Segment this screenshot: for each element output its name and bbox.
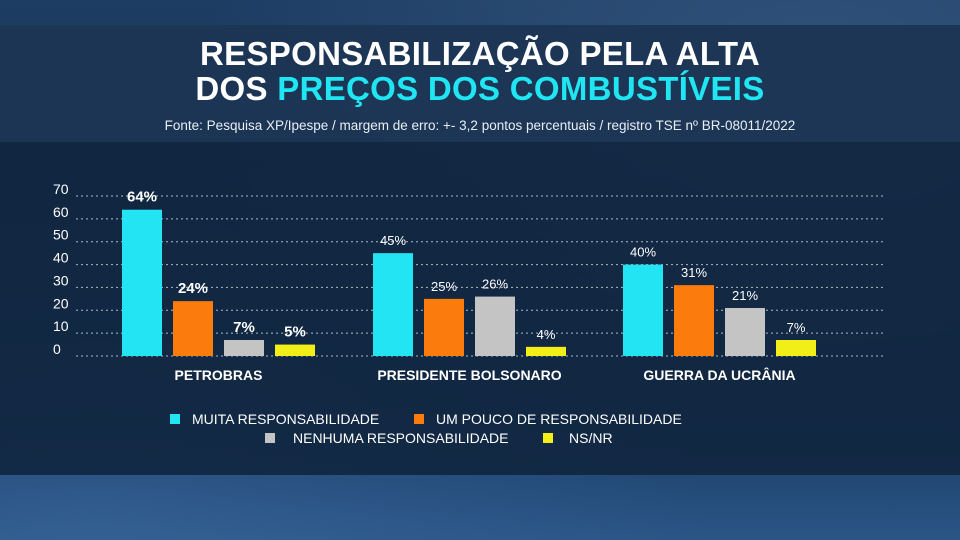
source-note: Fonte: Pesquisa XP/Ipespe / margem de er… <box>164 118 796 133</box>
bar-ucrania-pouco <box>674 285 714 356</box>
data-label-petrobras-nenhuma: 7% <box>233 319 255 336</box>
bar-ucrania-nsnr <box>776 340 816 356</box>
legend-swatch-muita <box>170 414 180 424</box>
y-axis-tick-labels: 0 10 20 30 40 50 60 70 <box>53 181 69 357</box>
data-label-bolsonaro-nsnr: 4% <box>537 327 556 342</box>
legend-label-pouco: UM POUCO DE RESPONSABILIDADE <box>436 411 682 427</box>
bar-petrobras-nenhuma <box>224 340 264 356</box>
data-label-petrobras-nsnr: 5% <box>284 324 306 341</box>
legend-item-pouco: UM POUCO DE RESPONSABILIDADE <box>414 410 682 428</box>
bar-petrobras-nsnr <box>275 344 315 356</box>
data-label-ucrania-nenhuma: 21% <box>732 288 758 303</box>
data-label-bolsonaro-nenhuma: 26% <box>482 277 508 292</box>
legend-label-nenhuma: NENHUMA RESPONSABILIDADE <box>293 430 509 446</box>
category-label-ucrania: GUERRA DA UCRÂNIA <box>643 366 795 383</box>
title-line-2-prefix: DOS <box>195 70 278 107</box>
legend-label-nsnr: NS/NR <box>569 430 613 446</box>
title-line-2: DOS PREÇOS DOS COMBUSTÍVEIS <box>0 71 960 106</box>
chart-title: RESPONSABILIZAÇÃO PELA ALTA DOS PREÇOS D… <box>0 36 960 106</box>
bar-petrobras-muita <box>122 209 162 356</box>
legend-item-nsnr: NS/NR <box>543 429 613 447</box>
y-tick-label-30: 30 <box>53 272 69 288</box>
y-tick-label-20: 20 <box>53 295 69 311</box>
category-label-petrobras: PETROBRAS <box>175 367 263 383</box>
bar-bolsonaro-muita <box>373 253 413 356</box>
data-label-ucrania-pouco: 31% <box>681 265 707 280</box>
bar-petrobras-pouco <box>173 301 213 356</box>
y-tick-label-70: 70 <box>53 181 69 197</box>
y-tick-label-10: 10 <box>53 318 69 334</box>
data-labels-layer: 64% 24% 7% 5% 45% 25% 26% 4% 40% 31% 21% 7% <box>127 189 806 342</box>
bars-layer <box>122 209 816 356</box>
legend-swatch-nsnr <box>543 433 553 443</box>
category-labels-layer: PETROBRAS PRESIDENTE BOLSONARO GUERRA DA U… <box>175 366 796 383</box>
legend-swatch-nenhuma <box>265 433 275 443</box>
bar-bolsonaro-nenhuma <box>475 296 515 356</box>
legend-item-muita: MUITA RESPONSABILIDADE <box>170 410 379 428</box>
data-label-petrobras-pouco: 24% <box>178 280 208 297</box>
data-label-bolsonaro-pouco: 25% <box>431 279 457 294</box>
title-line-1: RESPONSABILIZAÇÃO PELA ALTA <box>200 35 760 72</box>
data-label-petrobras-muita: 64% <box>127 189 157 206</box>
y-tick-label-60: 60 <box>53 204 69 220</box>
title-line-2-highlight: PREÇOS DOS COMBUSTÍVEIS <box>277 70 765 107</box>
bar-ucrania-nenhuma <box>725 308 765 356</box>
legend-label-muita: MUITA RESPONSABILIDADE <box>192 411 380 427</box>
legend-swatch-pouco <box>414 414 424 424</box>
bar-ucrania-muita <box>623 264 663 356</box>
bar-bolsonaro-pouco <box>424 298 464 356</box>
y-tick-label-50: 50 <box>53 227 69 243</box>
title-band <box>0 25 960 142</box>
data-label-ucrania-muita: 40% <box>630 245 656 260</box>
legend-item-nenhuma: NENHUMA RESPONSABILIDADE <box>265 429 509 447</box>
y-tick-label-40: 40 <box>53 250 69 266</box>
data-label-bolsonaro-muita: 45% <box>380 233 406 248</box>
category-label-bolsonaro: PRESIDENTE BOLSONARO <box>377 367 561 383</box>
bar-bolsonaro-nsnr <box>526 346 566 356</box>
y-tick-label-0: 0 <box>53 341 61 357</box>
data-label-ucrania-nsnr: 7% <box>787 320 806 335</box>
